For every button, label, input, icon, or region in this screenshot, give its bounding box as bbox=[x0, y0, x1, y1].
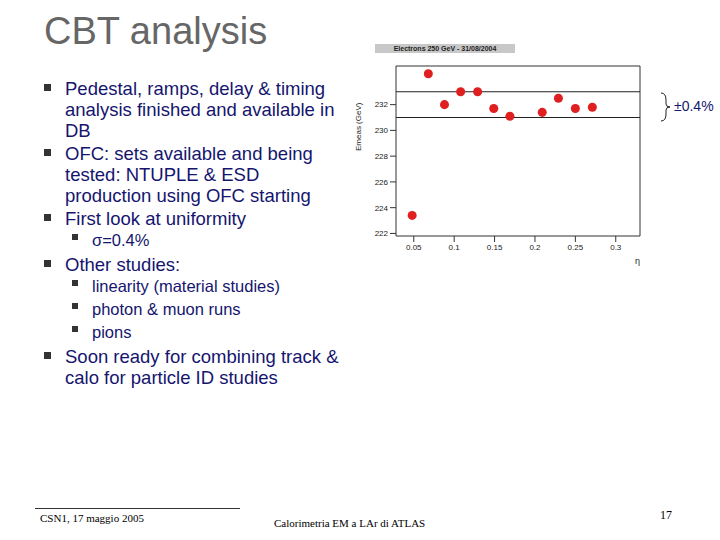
svg-text:230: 230 bbox=[375, 126, 389, 135]
html-text:σ=0.4%: σ=0.4% bbox=[92, 231, 150, 249]
svg-text:224: 224 bbox=[375, 204, 389, 213]
svg-text:228: 228 bbox=[375, 152, 389, 161]
html-text:Pedestal, ramps, delay & timin: Pedestal, ramps, delay & timing analysis… bbox=[65, 78, 335, 141]
svg-text:0.2: 0.2 bbox=[529, 243, 541, 252]
html-text:Calorimetria EM a LAr di ATLAS: Calorimetria EM a LAr di ATLAS bbox=[274, 517, 426, 529]
html-text:CBT analysis: CBT analysis bbox=[44, 10, 268, 52]
svg-text:0.25: 0.25 bbox=[568, 243, 584, 252]
html-text:linearity (material studies): linearity (material studies) bbox=[92, 277, 280, 295]
html-text:±0.4%: ±0.4% bbox=[674, 98, 714, 114]
svg-text:0.3: 0.3 bbox=[610, 243, 622, 252]
html-text:Electrons 250 GeV - 31/08/2004: Electrons 250 GeV - 31/08/2004 bbox=[393, 45, 497, 52]
html-text:First look at uniformity: First look at uniformity bbox=[65, 208, 246, 229]
html-text:CSN1, 17 maggio 2005: CSN1, 17 maggio 2005 bbox=[40, 512, 144, 524]
svg-text:222: 222 bbox=[375, 229, 389, 238]
svg-text:232: 232 bbox=[375, 100, 389, 109]
html-text:photon & muon runs: photon & muon runs bbox=[92, 300, 241, 318]
html-text:Other studies:: Other studies: bbox=[65, 254, 181, 275]
svg-text:0.05: 0.05 bbox=[406, 243, 422, 252]
svg-text:0.15: 0.15 bbox=[487, 243, 503, 252]
html-text:Soon ready for combining track: Soon ready for combining track & calo fo… bbox=[65, 346, 339, 388]
svg-text:η: η bbox=[635, 256, 640, 266]
html-text:pions: pions bbox=[92, 323, 132, 341]
html-text:OFC: sets available and being: OFC: sets available and being tested: NT… bbox=[65, 143, 313, 206]
svg-text:226: 226 bbox=[375, 178, 389, 187]
svg-text:Emeas (GeV): Emeas (GeV) bbox=[354, 102, 363, 151]
svg-text:0.1: 0.1 bbox=[449, 243, 461, 252]
html-text:17: 17 bbox=[660, 508, 672, 522]
